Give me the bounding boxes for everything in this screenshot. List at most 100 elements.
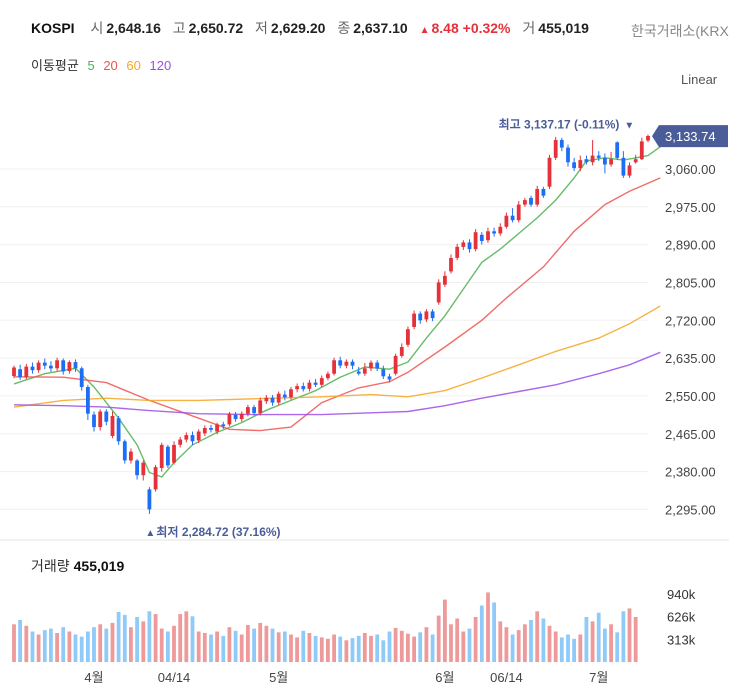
- volume-bar: [221, 635, 226, 662]
- volume-bar: [67, 631, 72, 662]
- candle-body: [246, 407, 250, 414]
- candle-body: [301, 386, 306, 390]
- volume-bar: [141, 621, 146, 662]
- volume-bar: [449, 624, 453, 662]
- change-value: 8.48 +0.32%: [431, 20, 511, 36]
- volume-bar: [301, 630, 306, 662]
- candle-body: [443, 275, 447, 285]
- ma20-line: [13, 177, 661, 432]
- y-tick-label: 2,380.00: [665, 465, 716, 480]
- volume-bar: [276, 632, 281, 662]
- candle-body: [609, 159, 613, 165]
- volume-bar: [313, 635, 318, 662]
- ma120-label[interactable]: 120: [149, 58, 172, 73]
- candle-body: [326, 373, 330, 379]
- volume-bar: [270, 628, 275, 662]
- candle-body: [159, 444, 164, 468]
- candle-body: [479, 234, 484, 241]
- candle-body: [516, 204, 521, 221]
- up-triangle-icon: ▲: [145, 528, 155, 539]
- candle-body: [578, 160, 583, 169]
- candle-body: [116, 418, 121, 442]
- candle-body: [122, 441, 127, 461]
- volume-bar: [430, 634, 435, 662]
- ma5-label[interactable]: 5: [87, 58, 95, 73]
- volume-bar: [289, 634, 293, 662]
- volume-bar: [523, 624, 527, 662]
- close-value: 2,637.10: [353, 20, 408, 36]
- volume-bar: [24, 625, 29, 663]
- candle-body: [295, 386, 299, 390]
- candle-body: [541, 189, 546, 196]
- candle-body: [492, 231, 496, 234]
- volume-bar: [393, 627, 398, 662]
- candle-body: [92, 414, 96, 428]
- open-label: 시: [90, 20, 104, 36]
- volume-tick-label: 940k: [667, 587, 696, 602]
- volume-bar: [92, 627, 96, 662]
- x-tick-label: 6월: [435, 670, 454, 685]
- volume-bar: [30, 631, 35, 662]
- volume-bar: [387, 631, 392, 662]
- ma20-label[interactable]: 20: [103, 58, 118, 73]
- y-tick-label: 2,295.00: [665, 502, 716, 517]
- volume-bar: [135, 617, 139, 662]
- volume-bar: [110, 622, 115, 662]
- candle-body: [36, 362, 41, 371]
- volume-bar: [596, 612, 601, 662]
- scale-mode-toggle[interactable]: Linear: [681, 72, 718, 87]
- ma60-label[interactable]: 60: [126, 58, 141, 73]
- last-price-badge: [652, 125, 728, 148]
- volume-bar: [559, 637, 564, 662]
- y-tick-label: 2,635.00: [665, 351, 716, 366]
- candle-body: [196, 431, 201, 441]
- moving-average-legend[interactable]: 이동평균 5 20 60 120: [31, 55, 176, 74]
- candle-body: [412, 313, 416, 327]
- volume-bar: [553, 631, 558, 662]
- volume-bar: [633, 617, 638, 662]
- candle-body: [79, 368, 84, 387]
- volume-title: 거래량 455,019: [31, 556, 124, 576]
- volume-bar: [122, 614, 127, 662]
- volume-title-label: 거래량: [31, 558, 70, 574]
- volume-bar: [61, 627, 66, 662]
- volume-bar: [590, 621, 595, 662]
- candle-body: [430, 311, 435, 319]
- volume-bar: [73, 634, 78, 662]
- volume-bar: [116, 612, 121, 662]
- volume-bar: [467, 628, 472, 662]
- candle-body: [86, 387, 90, 414]
- candle-body: [553, 140, 558, 158]
- candle-body: [147, 489, 152, 510]
- volume-bar: [153, 614, 158, 662]
- volume-bar: [233, 630, 238, 662]
- candle-body: [375, 362, 380, 369]
- candle-body: [190, 435, 195, 442]
- candle-body: [239, 413, 244, 419]
- volume-bar: [36, 634, 41, 662]
- candle-body: [639, 141, 644, 160]
- volume-bar: [258, 622, 263, 662]
- volume-bar: [609, 624, 613, 662]
- volume-bar: [319, 637, 324, 662]
- volume-bar: [49, 628, 53, 662]
- volume-bar: [215, 631, 219, 662]
- volume-bar: [603, 628, 607, 662]
- volume-bar: [621, 611, 626, 663]
- down-triangle-icon: ▼: [624, 121, 634, 132]
- volume-bar: [252, 628, 256, 662]
- candle-body: [49, 365, 53, 369]
- candle-body: [473, 232, 478, 250]
- candle-body: [61, 360, 66, 372]
- volume-bar: [18, 620, 22, 662]
- volume-bar: [356, 635, 361, 662]
- volume-bar: [190, 616, 195, 662]
- candle-body: [381, 369, 386, 377]
- volume-bar: [418, 632, 423, 662]
- candle-body: [276, 393, 281, 403]
- volume-bar: [326, 638, 330, 662]
- candle-body: [621, 157, 626, 176]
- high-marker-label: 최고 3,137.17 (-0.11%): [499, 117, 620, 132]
- volume-bar: [282, 631, 287, 662]
